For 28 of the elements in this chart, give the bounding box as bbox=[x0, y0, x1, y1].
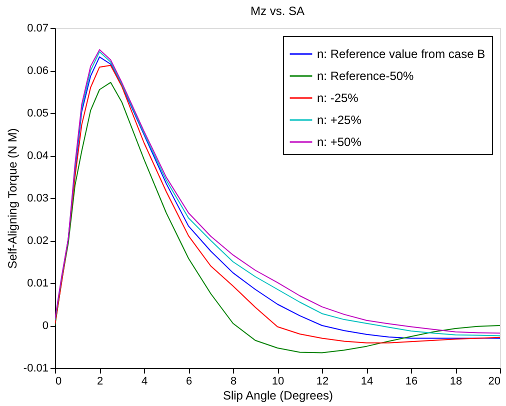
x-tick-label: 4 bbox=[141, 376, 148, 388]
x-tick-label: 20 bbox=[488, 376, 500, 388]
legend-label: n: Reference value from case B bbox=[317, 47, 486, 61]
y-tick-label: 0.02 bbox=[27, 235, 48, 247]
x-tick-label: 6 bbox=[186, 376, 192, 388]
y-tick-label: -0.01 bbox=[23, 362, 48, 374]
y-axis-title: Self-Aligning Torque (N M) bbox=[5, 128, 20, 269]
y-tick-label: 0.03 bbox=[27, 192, 48, 204]
x-tick-label: 0 bbox=[56, 376, 62, 388]
x-axis-title: Slip Angle (Degrees) bbox=[222, 388, 334, 402]
x-tick-label: 8 bbox=[230, 376, 237, 388]
x-tick-label: 12 bbox=[316, 376, 329, 388]
x-tick-label: 18 bbox=[450, 376, 462, 388]
x-tick-label: 10 bbox=[272, 376, 284, 388]
legend-label: n: +50% bbox=[317, 135, 362, 149]
legend-label: n: Reference-50% bbox=[317, 69, 414, 83]
legend-label: n: -25% bbox=[317, 91, 359, 105]
y-tick-label: 0.04 bbox=[27, 150, 48, 162]
legend-label: n: +25% bbox=[317, 113, 362, 127]
y-tick-label: 0.05 bbox=[27, 108, 48, 120]
y-tick-label: 0.01 bbox=[27, 278, 48, 290]
y-tick-label: 0.06 bbox=[27, 65, 48, 77]
y-tick-label: 0 bbox=[42, 320, 48, 332]
chart-title: Mz vs. SA bbox=[250, 4, 305, 18]
x-tick-label: 14 bbox=[360, 376, 374, 388]
x-tick-label: 16 bbox=[405, 376, 418, 388]
x-tick-label: 2 bbox=[96, 376, 104, 388]
y-tick-label: 0.07 bbox=[27, 22, 48, 34]
